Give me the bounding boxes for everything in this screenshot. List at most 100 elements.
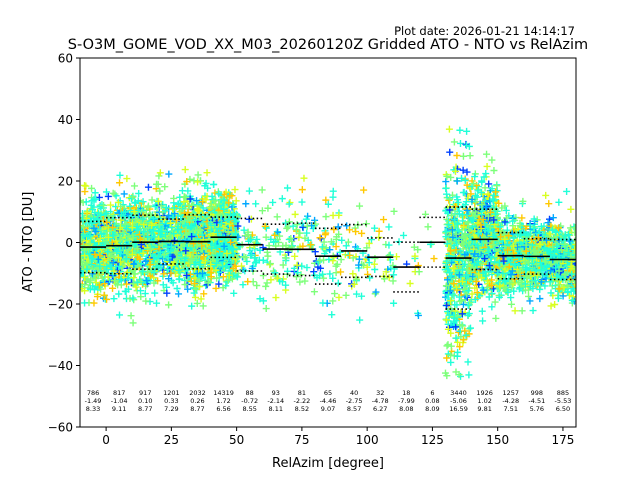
scatter-point xyxy=(360,186,368,194)
scatter-point xyxy=(181,166,189,174)
scatter-point xyxy=(415,268,423,276)
scatter-point xyxy=(116,171,124,179)
scatter-point xyxy=(298,186,306,194)
scatter-point xyxy=(335,293,343,301)
scatter-point xyxy=(238,262,246,270)
scatter-point xyxy=(511,307,519,315)
scatter-point xyxy=(245,187,253,195)
scatter-point xyxy=(491,298,499,306)
scatter-point xyxy=(507,300,515,308)
scatter-point xyxy=(284,184,292,192)
scatter-point xyxy=(123,269,131,277)
scatter-point xyxy=(265,242,273,250)
scatter-point xyxy=(112,237,120,245)
scatter-point xyxy=(252,200,260,208)
scatter-point xyxy=(116,250,124,258)
scatter-point xyxy=(442,184,450,192)
scatter-point xyxy=(98,242,106,250)
scatter-point xyxy=(190,177,198,185)
scatter-point xyxy=(112,277,120,285)
scatter-point xyxy=(356,316,364,324)
scatter-point xyxy=(485,180,493,188)
scatter-point xyxy=(191,293,199,301)
scatter-point xyxy=(175,290,183,298)
scatter-point xyxy=(142,297,150,305)
scatter-point xyxy=(144,268,152,276)
scatter-point xyxy=(107,201,115,209)
scatter-point xyxy=(86,285,94,293)
scatter-point xyxy=(119,230,127,238)
scatter-point xyxy=(115,311,123,319)
plot-date: Plot date: 2026-01-21 14:14:17 xyxy=(394,24,575,38)
scatter-point xyxy=(331,290,339,298)
scatter-point xyxy=(123,175,131,183)
scatter-point xyxy=(285,200,293,208)
scatter-point xyxy=(263,279,271,287)
scatter-point xyxy=(120,190,128,198)
scatter-point xyxy=(101,280,109,288)
scatter-point xyxy=(400,231,408,239)
scatter-point xyxy=(130,296,138,304)
scatter-point xyxy=(443,342,451,350)
scatter-point xyxy=(450,138,458,146)
scatter-point xyxy=(123,224,131,232)
scatter-point xyxy=(371,290,379,298)
scatter-point xyxy=(107,213,115,221)
scatter-point xyxy=(358,229,366,237)
scatter-point xyxy=(453,151,461,159)
scatter-point xyxy=(165,301,173,309)
scatter-point xyxy=(258,186,266,194)
scatter-point xyxy=(267,276,275,284)
scatter-point xyxy=(100,201,108,209)
scatter-point xyxy=(102,210,110,218)
scatter-point xyxy=(300,174,308,182)
scatter-point xyxy=(231,186,239,194)
scatter-point xyxy=(91,189,99,197)
scatter-point xyxy=(298,262,306,270)
scatter-point xyxy=(488,303,496,311)
scatter-points xyxy=(80,125,576,380)
scatter-point xyxy=(488,156,496,164)
scatter-point xyxy=(121,208,129,216)
chart-title: S-O3M_GOME_VOD_XX_M03_20260120Z Gridded … xyxy=(68,37,588,53)
scatter-point xyxy=(242,200,250,208)
scatter-point xyxy=(478,307,486,315)
scatter-point xyxy=(114,281,122,289)
scatter-point xyxy=(545,200,553,208)
scatter-point xyxy=(117,235,125,243)
scatter-point xyxy=(173,285,181,293)
scatter-point xyxy=(490,167,498,175)
scatter-point xyxy=(92,279,100,287)
scatter-point xyxy=(463,127,471,135)
scatter-point xyxy=(124,233,132,241)
scatter-point xyxy=(96,262,104,270)
scatter-point xyxy=(154,277,162,285)
scatter-point xyxy=(329,193,337,201)
scatter-point xyxy=(380,216,388,224)
scatter-point xyxy=(468,290,476,298)
scatter-point xyxy=(92,228,100,236)
scatter-point xyxy=(110,295,118,303)
scatter-point xyxy=(337,256,345,264)
scatter-point xyxy=(109,189,117,197)
scatter-point xyxy=(117,258,125,266)
scatter-point xyxy=(259,256,267,264)
scatter-point xyxy=(116,226,124,234)
scatter-point xyxy=(89,206,97,214)
scatter-point xyxy=(445,125,453,133)
scatter-point xyxy=(94,215,102,223)
scatter-point xyxy=(319,299,327,307)
scatter-point xyxy=(385,223,393,231)
scatter-point xyxy=(322,213,330,221)
scatter-point xyxy=(80,272,88,280)
scatter-point xyxy=(230,289,238,297)
scatter-point xyxy=(352,228,360,236)
scatter-point xyxy=(390,207,398,215)
scatter-point xyxy=(278,195,286,203)
scatter-point xyxy=(153,180,161,188)
scatter-point xyxy=(483,162,491,170)
scatter-point xyxy=(151,289,159,297)
scatter-point xyxy=(91,251,99,259)
scatter-point xyxy=(443,172,451,180)
scatter-point xyxy=(122,255,130,263)
